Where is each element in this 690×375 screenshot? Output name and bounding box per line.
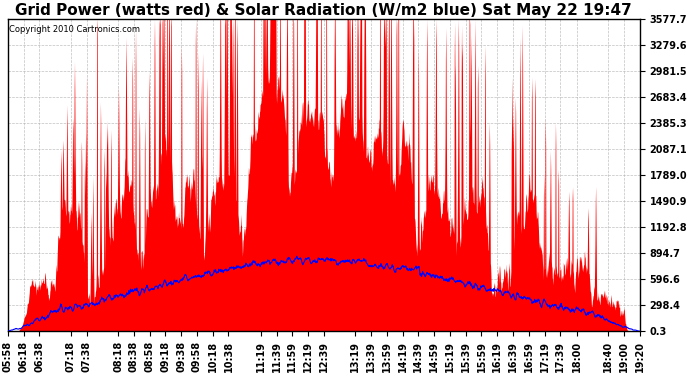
Text: Copyright 2010 Cartronics.com: Copyright 2010 Cartronics.com — [9, 25, 140, 34]
Title: Grid Power (watts red) & Solar Radiation (W/m2 blue) Sat May 22 19:47: Grid Power (watts red) & Solar Radiation… — [15, 3, 632, 18]
